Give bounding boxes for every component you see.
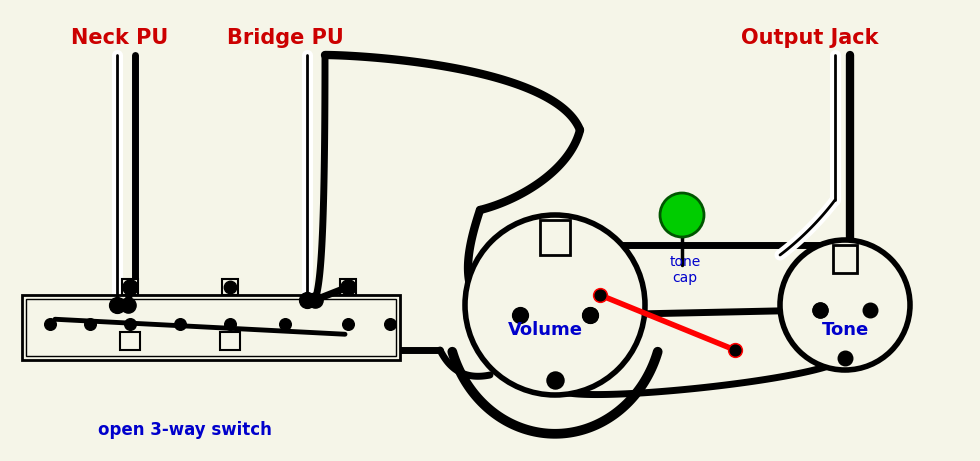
Circle shape xyxy=(780,240,910,370)
Point xyxy=(340,284,356,291)
Text: Tone: Tone xyxy=(821,321,868,339)
Point xyxy=(122,320,138,328)
Circle shape xyxy=(660,193,704,237)
Point xyxy=(122,284,138,291)
Bar xyxy=(222,279,238,295)
Point xyxy=(109,301,124,309)
Point xyxy=(222,320,238,328)
Point xyxy=(812,306,828,313)
Point xyxy=(172,320,188,328)
Point xyxy=(547,376,563,384)
Point xyxy=(340,320,356,328)
Point xyxy=(82,320,98,328)
Point xyxy=(307,296,322,304)
Point xyxy=(382,320,398,328)
Bar xyxy=(22,295,400,360)
Point xyxy=(513,311,528,319)
Point xyxy=(222,284,238,291)
Point xyxy=(582,311,598,319)
Point xyxy=(582,311,598,319)
Point xyxy=(121,301,136,309)
Bar xyxy=(26,299,396,356)
Point xyxy=(122,284,138,291)
Bar xyxy=(120,332,140,350)
Point xyxy=(727,346,743,354)
Text: Volume: Volume xyxy=(508,321,582,339)
Point xyxy=(862,306,878,313)
Text: Bridge PU: Bridge PU xyxy=(226,28,343,48)
Point xyxy=(299,296,315,304)
Point xyxy=(837,355,853,362)
Point xyxy=(340,284,356,291)
Point xyxy=(592,291,608,299)
Point xyxy=(277,320,293,328)
Point xyxy=(592,291,608,299)
Bar xyxy=(540,220,570,255)
Bar xyxy=(220,332,240,350)
Text: tone
cap: tone cap xyxy=(669,255,701,285)
Bar xyxy=(833,245,857,273)
Point xyxy=(812,306,828,313)
Point xyxy=(42,320,58,328)
Bar xyxy=(340,279,356,295)
Circle shape xyxy=(465,215,645,395)
Text: Neck PU: Neck PU xyxy=(72,28,169,48)
Point xyxy=(547,376,563,384)
Text: Output Jack: Output Jack xyxy=(741,28,879,48)
Text: open 3-way switch: open 3-way switch xyxy=(98,421,271,439)
Point xyxy=(727,346,743,354)
Bar xyxy=(122,279,138,295)
